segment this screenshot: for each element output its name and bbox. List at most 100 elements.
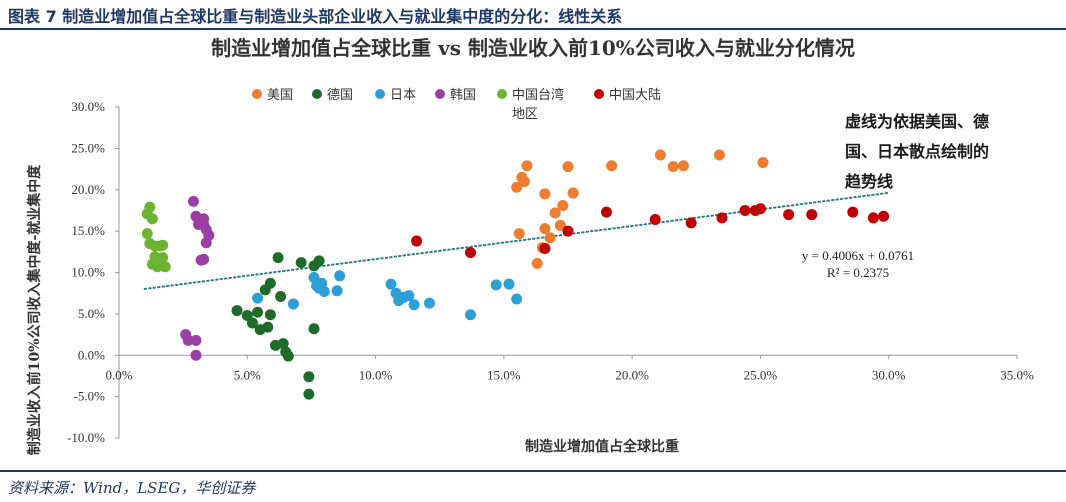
x-tick-label: 15.0%	[487, 367, 521, 382]
legend-marker	[497, 89, 507, 99]
data-point	[157, 252, 169, 264]
figure-header: 图表 7 制造业增加值占全球比重与制造业头部企业收入与就业集中度的分化：线性关系	[0, 0, 1066, 30]
data-point	[423, 297, 435, 309]
data-point	[331, 285, 343, 297]
data-point	[308, 323, 320, 335]
data-point	[539, 188, 551, 200]
y-axis-label: 制造业收入前10%公司收入集中度-就业集中度	[26, 164, 43, 456]
legend-label: 韩国	[450, 88, 476, 103]
data-point	[511, 293, 523, 305]
data-point	[272, 252, 284, 264]
legend-marker	[375, 89, 385, 99]
x-tick-label: 0.0%	[105, 367, 132, 382]
data-point	[144, 201, 156, 213]
x-tick-label: 25.0%	[744, 367, 778, 382]
data-point	[252, 306, 264, 318]
legend-label: 中国大陆	[609, 87, 661, 103]
data-point	[554, 219, 566, 231]
data-point	[190, 349, 202, 361]
x-tick-label: 35.0%	[1000, 367, 1034, 382]
figure-title: 图表 7 制造业增加值占全球比重与制造业头部企业收入与就业集中度的分化：线性关系	[8, 7, 623, 26]
data-point	[521, 160, 533, 172]
data-point	[316, 277, 328, 289]
data-point	[313, 255, 325, 267]
x-axis-label: 制造业增加值占全球比重	[525, 438, 679, 455]
data-point	[867, 212, 879, 224]
y-tick-label: 5.0%	[78, 306, 105, 321]
data-point	[713, 149, 725, 161]
data-point	[182, 334, 194, 346]
data-point	[539, 243, 551, 255]
annotation-line: 虚线为依据美国、德	[845, 112, 989, 131]
data-point	[562, 225, 574, 237]
axes: 0.0% 5.0% 10.0% 15.0% 20.0% 25.0% 30.0% 35.0% -1…	[67, 99, 1034, 445]
data-point	[385, 278, 397, 290]
data-point	[157, 239, 169, 251]
bottom-rule	[0, 470, 1066, 472]
data-point	[465, 247, 477, 259]
r-squared-label: R² = 0.2375	[827, 265, 889, 280]
data-point	[187, 195, 199, 207]
y-tick-label: 30.0%	[71, 99, 105, 114]
annotation-line: 趋势线	[845, 172, 893, 191]
y-tick-label: -10.0%	[67, 430, 105, 445]
data-point	[275, 290, 287, 302]
data-point	[716, 212, 728, 224]
data-point	[318, 286, 330, 298]
data-point	[141, 228, 153, 240]
data-point	[649, 214, 661, 226]
x-tick-label: 10.0%	[359, 367, 393, 382]
data-point	[308, 271, 320, 283]
data-point	[531, 257, 543, 269]
scatter-chart: 制造业增加值占全球比重 vs 制造业收入前10%公司收入与就业分化情况 0.0%…	[26, 36, 1034, 456]
data-point	[600, 206, 612, 218]
trendline-path	[143, 191, 890, 290]
data-point	[146, 213, 158, 225]
data-point	[231, 305, 243, 317]
data-point	[287, 298, 299, 310]
data-point	[754, 203, 766, 215]
data-point	[654, 149, 666, 161]
data-point	[677, 160, 689, 172]
top-rule	[0, 28, 1066, 30]
y-tick-label: 20.0%	[71, 182, 105, 197]
x-tick-label: 30.0%	[872, 367, 906, 382]
data-point	[685, 217, 697, 229]
data-point	[190, 334, 202, 346]
data-point	[411, 235, 423, 247]
legend-marker	[594, 89, 604, 99]
data-point	[847, 206, 859, 218]
data-point	[562, 161, 574, 173]
trendline-equation: y = 0.4006x + 0.0761	[802, 248, 914, 263]
data-point	[557, 199, 569, 211]
chart-title: 制造业增加值占全球比重 vs 制造业收入前10%公司收入与就业分化情况	[211, 36, 855, 60]
data-point	[295, 257, 307, 269]
legend-marker	[252, 89, 262, 99]
y-tick-label: -5.0%	[74, 389, 106, 404]
data-point	[203, 229, 215, 241]
data-point	[606, 160, 618, 172]
data-point	[549, 207, 561, 219]
y-tick-label: 15.0%	[71, 223, 105, 238]
data-point	[264, 277, 276, 289]
data-point	[334, 270, 346, 282]
source-note: 资料来源：Wind，LSEG，华创证券	[8, 479, 256, 497]
data-point	[503, 278, 515, 290]
data-point	[878, 210, 890, 222]
x-tick-label: 20.0%	[615, 367, 649, 382]
data-point	[739, 204, 751, 216]
legend-label-wrap: 地区	[512, 107, 538, 122]
data-point	[806, 209, 818, 221]
legend-label: 日本	[390, 88, 416, 103]
trendline	[143, 191, 890, 290]
data-point	[567, 187, 579, 199]
y-tick-label: 10.0%	[71, 265, 105, 280]
data-point	[262, 321, 274, 333]
data-point	[408, 299, 420, 311]
data-point	[511, 181, 523, 193]
legend-marker	[312, 89, 322, 99]
data-point	[303, 388, 315, 400]
data-point	[252, 292, 264, 304]
